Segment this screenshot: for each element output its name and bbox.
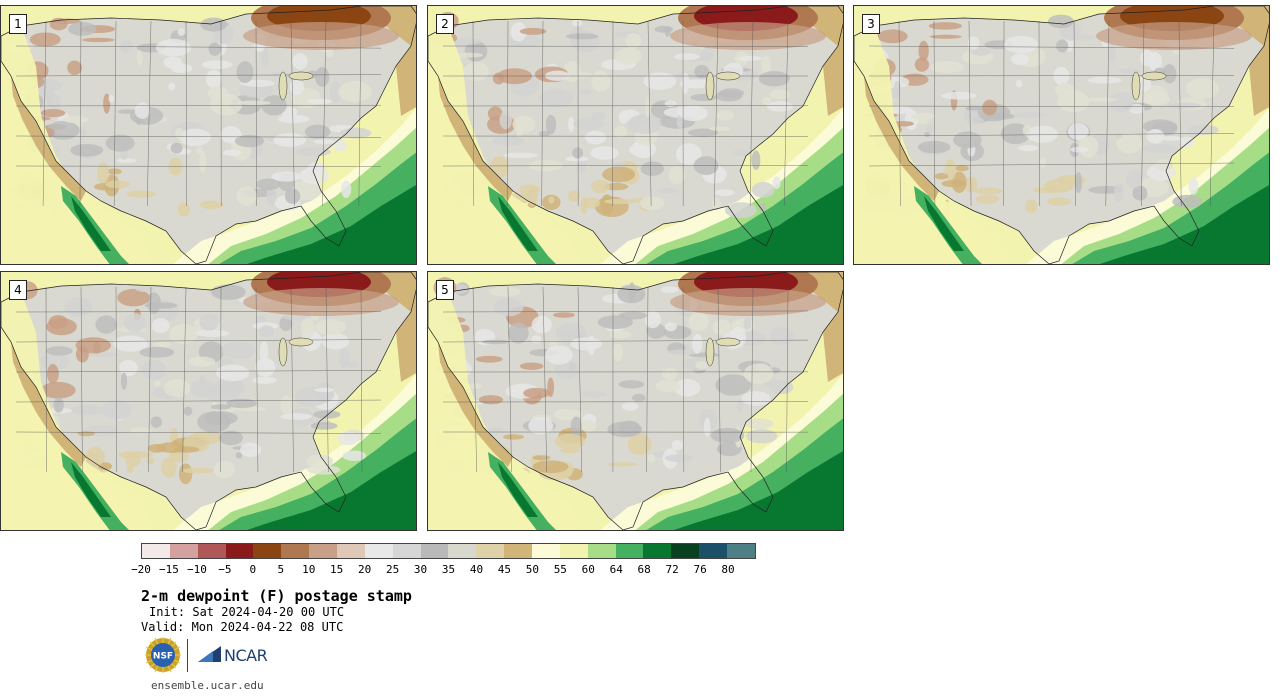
colorbar-tick-label: 45 (497, 563, 512, 576)
colorbar-tick-label: 0 (249, 563, 257, 576)
colorbar-swatch (643, 544, 672, 558)
logo-divider (187, 639, 188, 672)
colorbar-swatch (671, 544, 700, 558)
colorbar-swatch (559, 544, 588, 558)
colorbar-tick-label: −20 (131, 563, 151, 576)
colorbar-tick-label: 10 (302, 563, 316, 576)
postage-stamp-panel-3: 3 (853, 5, 1270, 265)
colorbar-tick-label: 68 (637, 563, 651, 576)
ncar-wordmark: NCAR (224, 646, 268, 665)
colorbar-swatch (392, 544, 421, 558)
init-time: Init: Sat 2024-04-20 00 UTC (149, 605, 345, 619)
colorbar-tick-label: −10 (186, 563, 207, 576)
svg-text:NSF: NSF (153, 652, 173, 662)
colorbar-swatch (532, 544, 560, 558)
colorbar-swatch (420, 544, 449, 558)
panel-number: 5 (436, 280, 454, 300)
colorbar-tick-label: 60 (581, 563, 595, 576)
colorbar-swatch (142, 544, 170, 558)
colorbar-tick-label: −15 (159, 563, 179, 576)
panel-number: 4 (9, 280, 27, 300)
colorbar-swatch (448, 544, 477, 558)
nsf-logo[interactable]: NSF (145, 637, 181, 673)
colorbar-swatch (504, 544, 533, 558)
colorbar-tick-label: 72 (665, 563, 679, 576)
colorbar-swatch (476, 544, 505, 558)
colorbar-swatch (587, 544, 616, 558)
colorbar-swatch (225, 544, 254, 558)
colorbar-swatch (309, 544, 338, 558)
postage-stamp-panel-1: 1 (0, 5, 417, 265)
colorbar-swatch (337, 544, 365, 558)
colorbar-swatch (364, 544, 393, 558)
colorbar-tick-labels: −20 −15 −10 −5 0 5 10 15 20 25 30 35 40 45 50 55 60 64 68 7… (131, 563, 756, 577)
colorbar-tick-label: 76 (693, 563, 707, 576)
colorbar (141, 543, 756, 559)
map-title: 2-m dewpoint (F) postage stamp (141, 587, 412, 605)
ncar-logo[interactable] (197, 644, 275, 666)
colorbar-swatch (197, 544, 226, 558)
colorbar-tick-label: 55 (553, 563, 567, 576)
colorbar-tick-label: 40 (469, 563, 484, 576)
colorbar-tick-label: 50 (525, 563, 539, 576)
colorbar-tick-label: 20 (358, 563, 372, 576)
colorbar-tick-label: −5 (218, 563, 232, 576)
postage-stamp-panel-2: 2 (427, 5, 844, 265)
colorbar-swatch (727, 544, 755, 558)
colorbar-tick-label: 30 (413, 563, 428, 576)
colorbar-tick-label: 15 (330, 563, 344, 576)
colorbar-swatch (615, 544, 644, 558)
colorbar-swatch (699, 544, 728, 558)
colorbar-swatch (253, 544, 282, 558)
site-url[interactable]: ensemble.ucar.edu (151, 679, 264, 692)
colorbar-tick-label: 64 (609, 563, 623, 576)
colorbar-swatch (281, 544, 310, 558)
valid-time: Valid: Mon 2024-04-22 08 UTC (141, 620, 344, 634)
panel-number: 1 (9, 14, 27, 34)
colorbar-swatch (169, 544, 198, 558)
colorbar-tick-label: 5 (277, 563, 285, 576)
colorbar-tick-label: 35 (441, 563, 456, 576)
colorbar-tick-label: 80 (721, 563, 735, 576)
postage-stamp-panel-4: 4 (0, 271, 417, 531)
panel-number: 3 (862, 14, 880, 34)
colorbar-tick-label: 25 (385, 563, 400, 576)
postage-stamp-panel-5: 5 (427, 271, 844, 531)
panel-number: 2 (436, 14, 454, 34)
